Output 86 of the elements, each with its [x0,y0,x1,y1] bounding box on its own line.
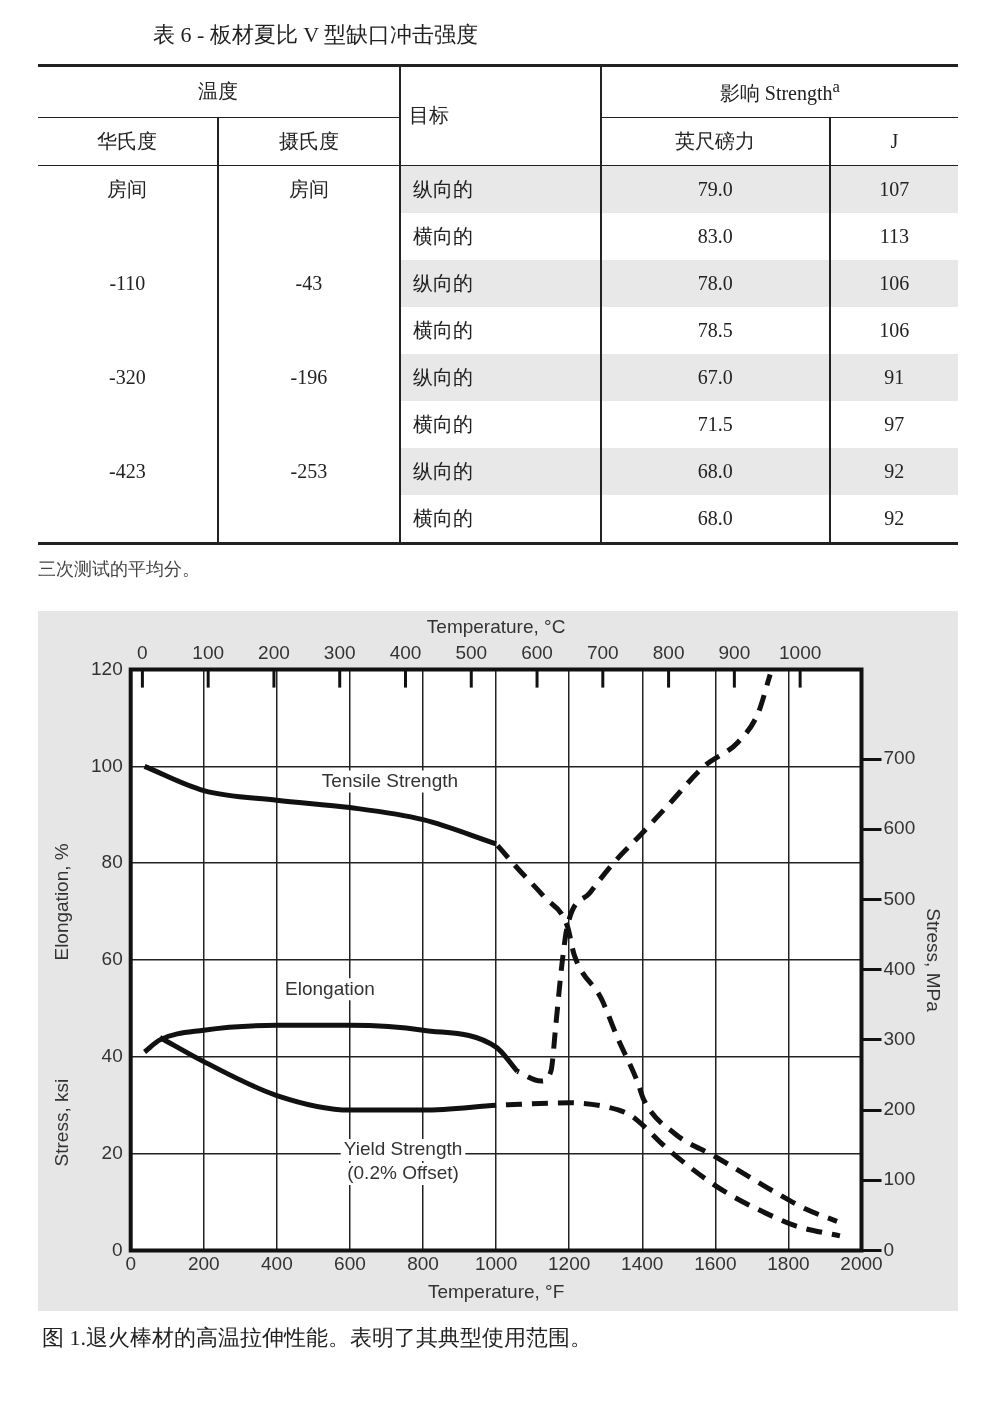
x-tick-label: 1200 [548,1252,591,1274]
y2-tick-label: 300 [883,1027,916,1049]
text: 横向的 [412,224,473,247]
text: -110 [109,271,146,294]
text: 79.0 [697,177,733,200]
y2-tick-label: 600 [883,817,916,839]
series-label: Elongation [285,977,375,999]
text: 78.5 [697,318,733,341]
y2-axis-title: Stress, MPa [923,907,945,1012]
text: 横向的 [412,412,473,435]
x2-tick-label: 600 [521,642,553,664]
text: 106 [879,318,910,341]
x2-tick-label: 800 [652,642,685,664]
text: 纵向的 [412,271,473,294]
text: 表 6 - 板材夏比 V 型缺口冲击强度 [153,21,480,49]
text: 97 [884,412,905,435]
x2-tick-label: 0 [137,642,148,664]
x2-tick-label: 700 [586,642,619,664]
text: 106 [879,271,910,294]
x2-tick-label: 500 [455,642,488,664]
x-tick-label: 1400 [621,1252,664,1274]
text: 71.5 [697,412,733,435]
category-label: 摄氏度 [217,117,400,166]
y2-tick-label: 0 [883,1238,895,1260]
text: 68.0 [697,506,733,529]
x-tick-label: 400 [261,1252,293,1274]
x2-tick-label: 900 [718,642,751,664]
x-tick-label: 1800 [767,1252,810,1274]
x2-tick-label: 1000 [778,642,822,664]
text: 影响 Strength$^{a}$ [600,65,958,118]
y-tick-label: 0 [112,1238,123,1260]
x-tick-label: 2000 [840,1252,883,1274]
y-tick-label: 60 [101,947,123,969]
text: 92 [884,459,905,482]
category-label: 英尺磅力 [600,117,830,166]
text: Elongation, % [51,842,73,961]
x2-tick-label: 100 [192,642,225,664]
x-tick-label: 800 [407,1252,439,1274]
caption: 图 1.退火棒材的高温拉伸性能。表明了其典型使用范围。 [42,1323,593,1352]
category-label: 目标 [399,65,601,166]
text: 房间 [107,177,148,200]
y-tick-label: 80 [101,851,123,873]
text: 107 [879,177,910,200]
x-tick-label: 1600 [694,1252,737,1274]
series-label: Yield Strength (0.2% Offset) [343,1137,463,1183]
y-axis-title: Stress, ksi [51,1078,73,1167]
text: 房间 [288,177,329,200]
text: 113 [879,224,909,247]
x2-axis-title: Temperature, °C [426,615,566,637]
text: 纵向的 [412,365,473,388]
y-tick-label: 40 [101,1044,123,1066]
y-tick-label: 20 [101,1141,123,1163]
series-label: Tensile Strength [321,769,459,791]
text: 68.0 [697,459,733,482]
y2-tick-label: 500 [883,887,916,909]
y2-tick-label: 700 [883,746,916,768]
text: -43 [295,271,323,294]
text: 91 [884,365,905,388]
y-tick-label: 100 [91,754,123,776]
text: 83.0 [697,224,733,247]
category-label: 华氏度 [38,117,218,166]
x2-tick-label: 200 [258,642,290,664]
text: 92 [884,506,905,529]
y2-tick-label: 400 [883,957,916,979]
x-tick-label: 1000 [474,1252,518,1274]
text: 纵向的 [412,177,473,200]
x-axis-title: Temperature, °F [427,1280,565,1302]
text: -196 [290,365,328,388]
text: 78.0 [697,271,733,294]
text: -320 [109,365,146,388]
x2-tick-label: 300 [323,642,356,664]
text: 温度 [38,65,400,118]
y2-tick-label: 200 [883,1097,916,1119]
category-label: J [829,117,958,166]
text: 横向的 [412,318,473,341]
text: -423 [109,459,146,482]
y2-tick-label: 100 [883,1168,916,1190]
text: 三次测试的平均分。 [38,557,201,581]
text: 67.0 [697,365,733,388]
y-tick-label: 120 [91,657,123,679]
text: -253 [290,459,328,482]
x-tick-label: 200 [187,1252,220,1274]
text: 纵向的 [412,459,473,482]
text: 横向的 [412,506,473,529]
x2-tick-label: 400 [389,642,422,664]
x-tick-label: 600 [334,1252,366,1274]
